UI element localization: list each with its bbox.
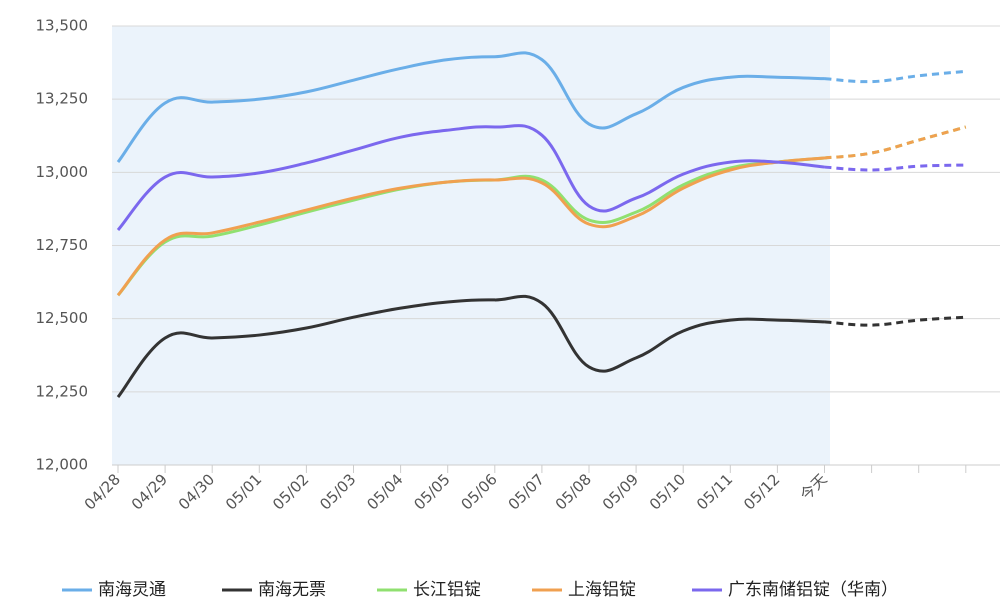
x-tick-label: 05/10 <box>646 470 689 513</box>
series-line <box>824 315 966 327</box>
x-tick-label: 04/28 <box>81 470 124 513</box>
x-tick-label: 05/11 <box>693 470 736 513</box>
x-tick-label: 05/06 <box>458 470 501 513</box>
y-tick-label: 13,500 <box>36 17 89 35</box>
series-line <box>116 51 825 164</box>
y-tick-label: 12,500 <box>36 309 89 327</box>
x-tick-label: 05/04 <box>363 470 406 513</box>
legend-label: 长江铝锭 <box>413 580 481 600</box>
x-tick-label: 05/07 <box>505 470 548 513</box>
x-tick-label: 04/29 <box>128 470 171 513</box>
y-tick-label: 13,250 <box>36 90 89 108</box>
x-tick-label: 05/02 <box>269 470 312 513</box>
series-line <box>824 125 967 160</box>
x-tick-label: 04/30 <box>175 470 218 513</box>
legend-label: 上海铝锭 <box>568 580 636 600</box>
x-tick-label: 05/08 <box>552 470 595 513</box>
x-tick-label: 05/05 <box>410 470 453 513</box>
legend-label: 南海无票 <box>258 580 326 600</box>
y-tick-label: 13,000 <box>36 163 89 181</box>
series-line <box>116 294 825 399</box>
series-line <box>824 163 966 172</box>
x-tick-label: 05/12 <box>740 470 783 513</box>
y-tick-label: 12,750 <box>36 236 89 254</box>
y-tick-label: 12,250 <box>36 382 89 400</box>
legend-label: 南海灵通 <box>98 580 166 600</box>
x-tick-label: 05/09 <box>599 470 642 513</box>
x-tick-label: 05/01 <box>222 470 265 513</box>
series-line <box>824 69 966 84</box>
legend-label: 广东南储铝锭（华南） <box>728 580 898 600</box>
series-line <box>116 156 825 297</box>
y-tick-label: 12,000 <box>36 456 89 474</box>
x-tick-label: 05/03 <box>316 470 359 513</box>
x-tick-label: 今天 <box>797 470 831 504</box>
series-line <box>116 124 825 231</box>
